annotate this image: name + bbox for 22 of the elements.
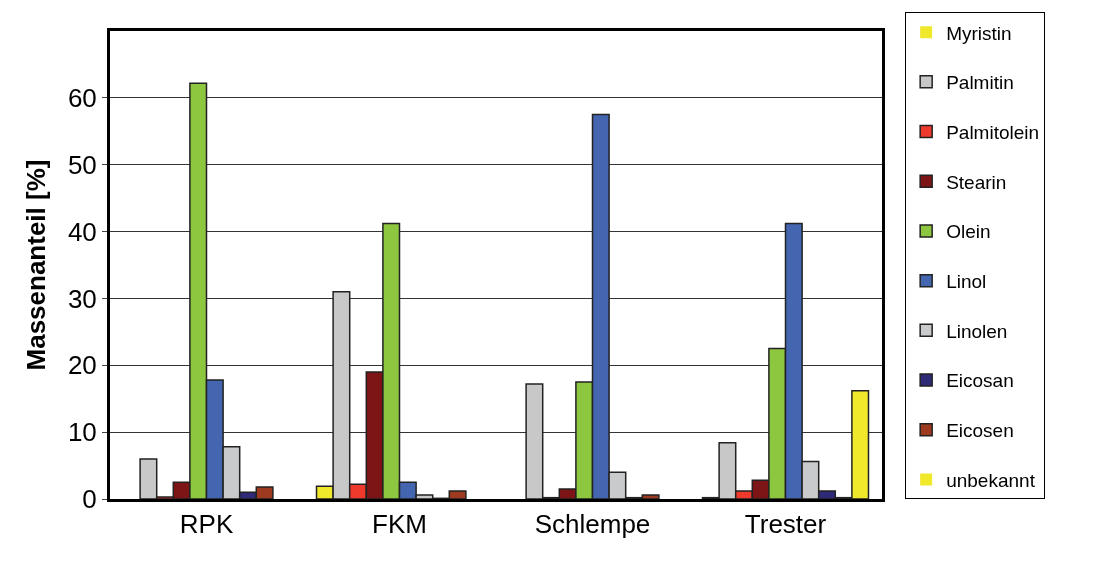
legend-label: Palmitin: [946, 72, 1014, 94]
legend-label: Myristin: [946, 22, 1012, 44]
legend-label: Eicosen: [946, 420, 1014, 442]
x-tick-label: Trester: [744, 509, 827, 540]
x-tick-label: RPK: [179, 509, 234, 540]
y-tick-label: 60: [67, 82, 97, 113]
y-tick-label: 20: [67, 350, 97, 381]
y-tick-label: 30: [67, 283, 97, 314]
legend-label: Linolen: [946, 320, 1008, 342]
y-tick-label: 50: [67, 149, 97, 180]
y-tick-label: 0: [82, 484, 97, 515]
legend-label: Eicosan: [946, 370, 1014, 392]
x-tick-label: Schlempe: [534, 509, 651, 540]
y-tick-label: 40: [67, 216, 97, 247]
y-axis-title: Massenanteil [%]: [21, 159, 52, 371]
legend-label: Stearin: [946, 171, 1007, 193]
legend-label: Palmitolein: [946, 121, 1040, 143]
legend-label: Linol: [946, 271, 987, 293]
y-tick-label: 10: [67, 417, 97, 448]
legend-label: unbekannt: [946, 469, 1036, 491]
legend-label: Olein: [946, 221, 991, 243]
x-tick-label: FKM: [372, 509, 427, 540]
